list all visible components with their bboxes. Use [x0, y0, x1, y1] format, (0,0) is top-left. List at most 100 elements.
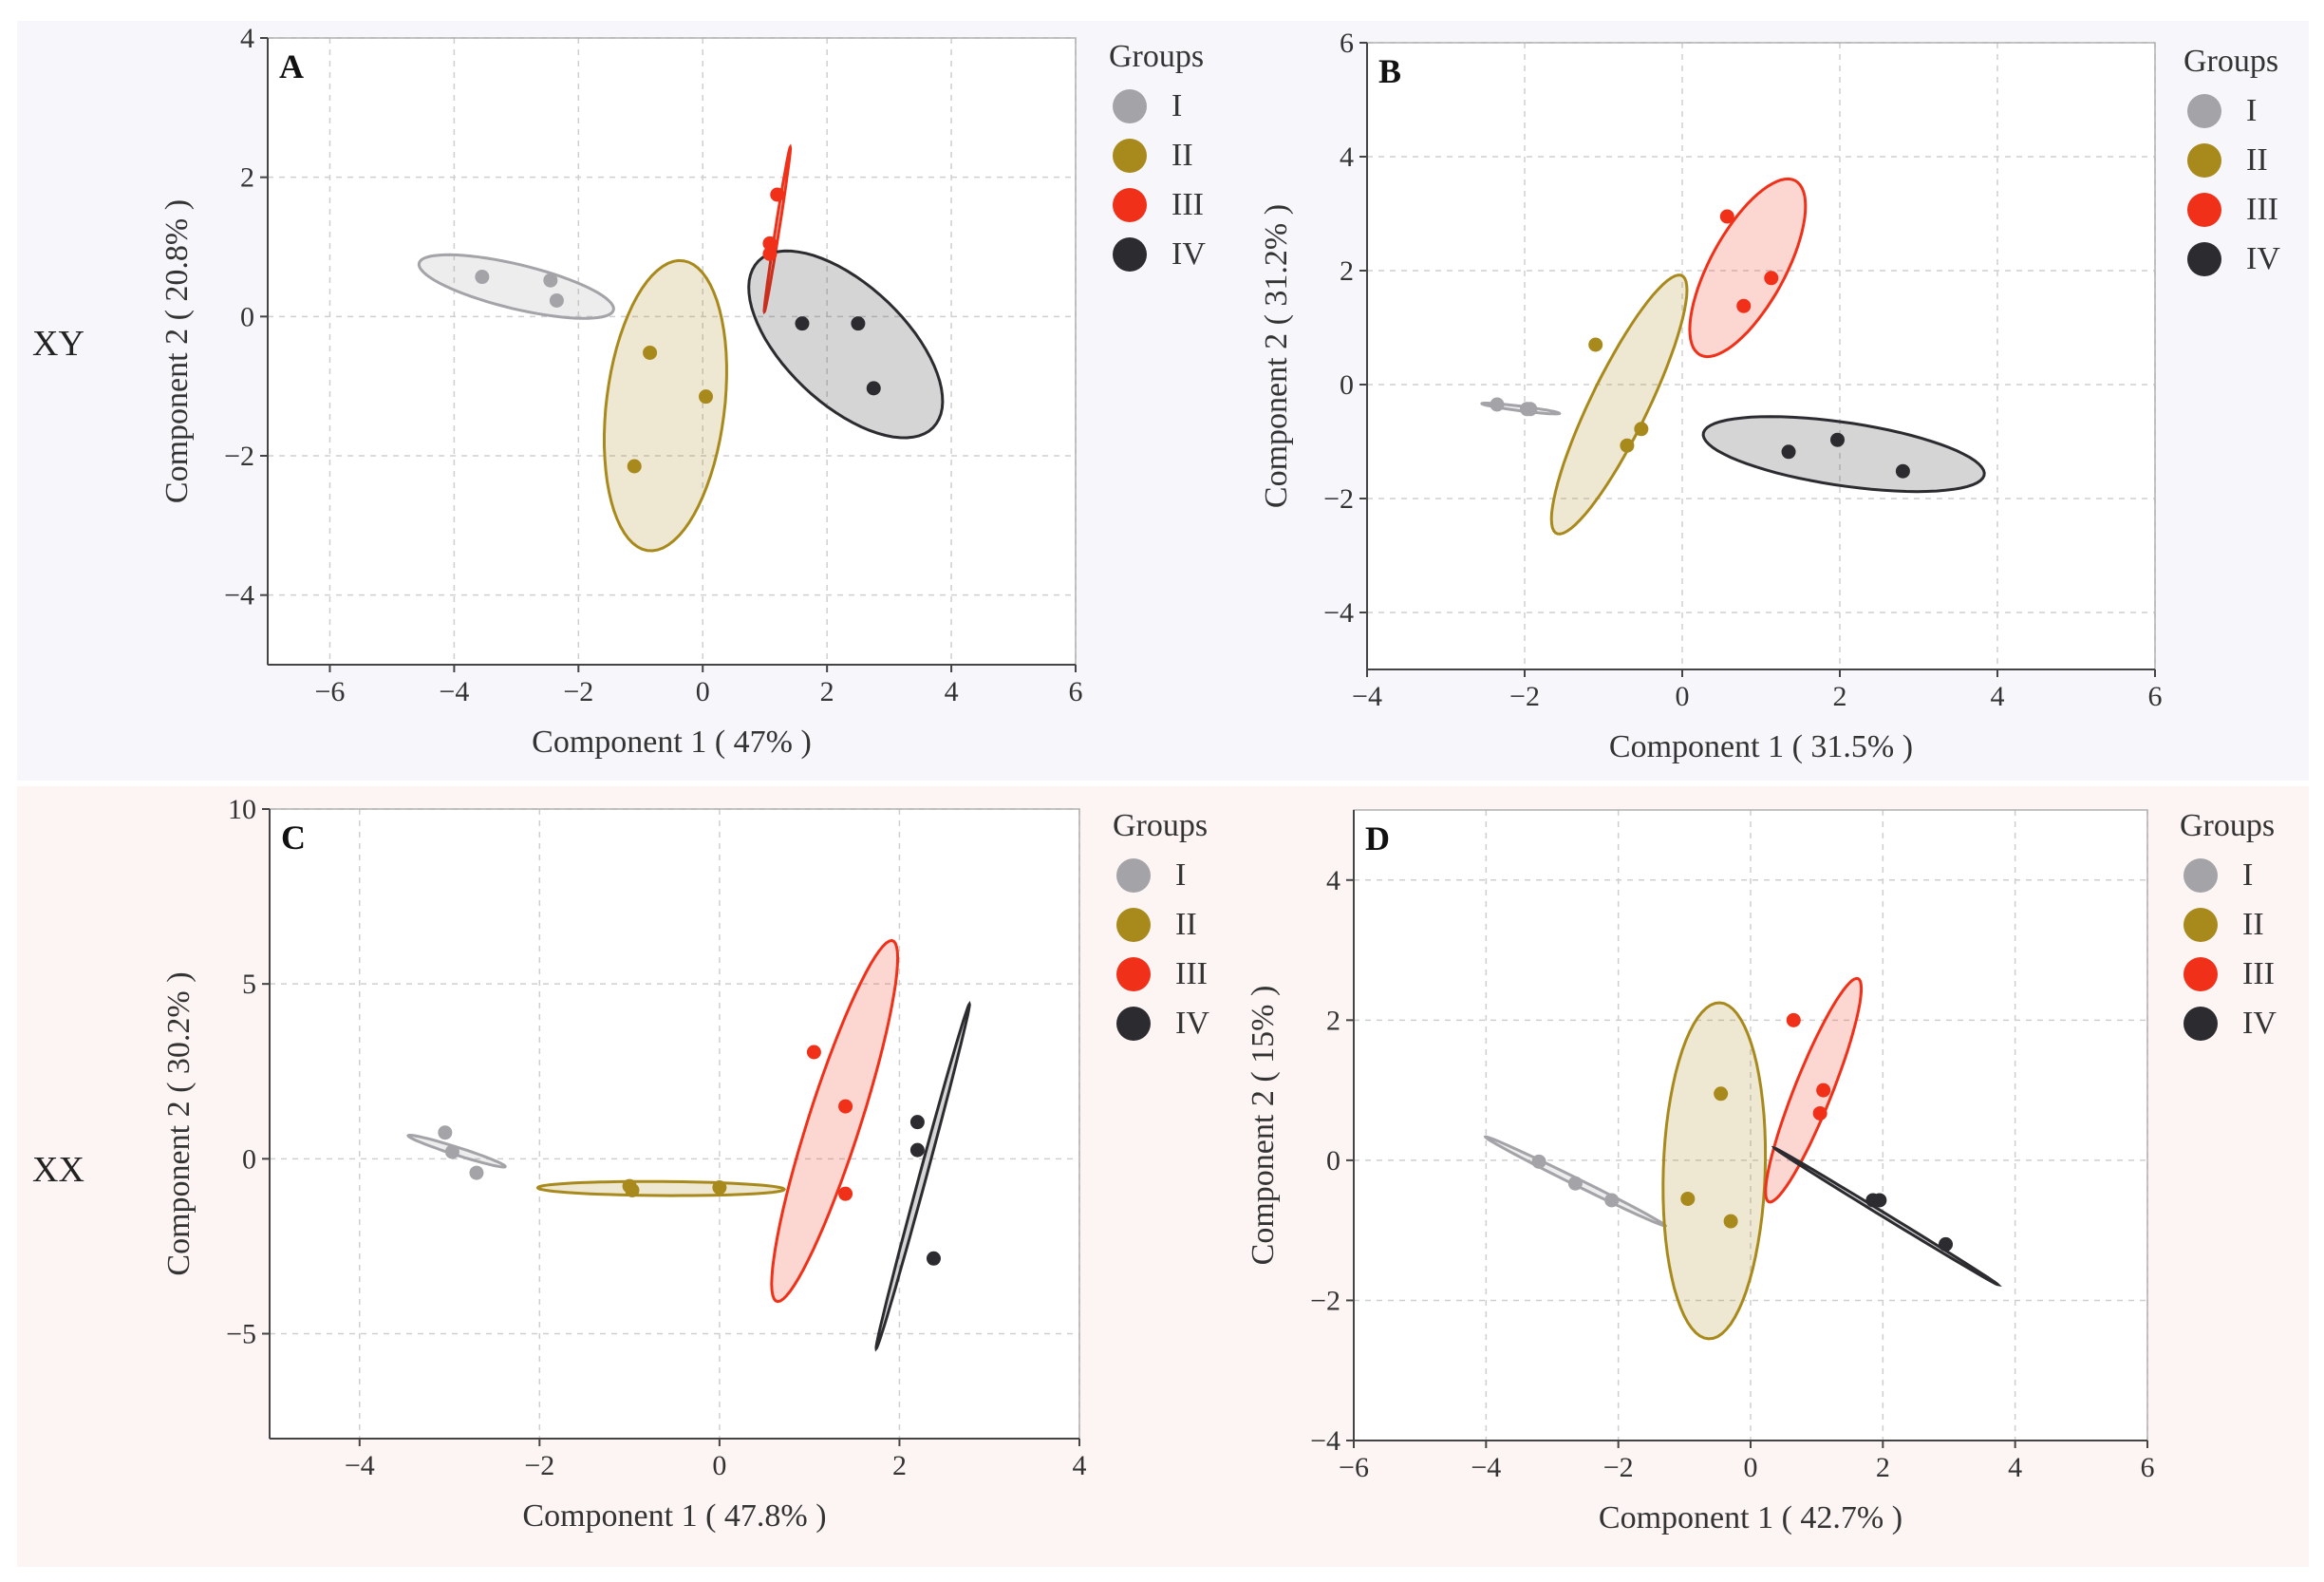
legend-label-iv: IV: [2246, 241, 2280, 276]
y-tick-label: 0: [242, 1143, 256, 1175]
legend-label-iv: IV: [2242, 1006, 2277, 1041]
x-tick-label: −4: [345, 1450, 375, 1481]
x-tick-label: −4: [1471, 1452, 1501, 1483]
confidence-ellipse-iii: [770, 938, 900, 1304]
data-point-ii: [712, 1180, 727, 1196]
legend-marker-i: [2187, 94, 2221, 128]
y-axis-label: Component 2 ( 15% ): [1246, 986, 1281, 1266]
data-point-ii: [625, 1182, 640, 1197]
data-point-ii: [1723, 1214, 1738, 1229]
legend-marker-ii: [2187, 143, 2221, 178]
x-tick-label: 2: [1833, 681, 1847, 712]
confidence-ellipse-iii: [1764, 976, 1864, 1204]
data-point-iv: [909, 1115, 925, 1130]
x-axis-label: Component 1 ( 47.8% ): [522, 1498, 826, 1534]
plot-area: [1367, 43, 2155, 669]
data-point-i: [438, 1125, 453, 1140]
legend-label-iii: III: [1175, 956, 1208, 991]
legend-marker-ii: [1116, 908, 1151, 942]
panel-a: −6 −4 −2 0 2 4 6 −4 −2 0 2 4 Component 1 ( 47% ) Comp…: [159, 23, 1206, 760]
panel-letter: C: [281, 819, 306, 857]
x-tick-label: −6: [1339, 1452, 1369, 1483]
data-point-iv: [926, 1251, 941, 1266]
legend-marker-iii: [2183, 957, 2218, 991]
data-point-iv: [866, 381, 881, 396]
confidence-ellipse-iv: [874, 1000, 971, 1352]
confidence-ellipse-ii: [1549, 273, 1689, 536]
legend-label-i: I: [1171, 88, 1182, 123]
confidence-ellipse-ii: [1661, 1001, 1768, 1341]
data-point-iv: [1939, 1236, 1954, 1252]
legend-label-iii: III: [1171, 187, 1204, 222]
legend-marker-iii: [2187, 193, 2221, 227]
confidence-ellipse-ii: [535, 1179, 786, 1197]
y-tick-label: 0: [240, 301, 254, 332]
confidence-ellipse-iv: [747, 249, 945, 440]
data-point-iii: [1719, 209, 1734, 224]
y-tick-label: 5: [242, 969, 256, 1000]
legend-marker-i: [2183, 858, 2218, 893]
confidence-ellipse-iii: [762, 143, 793, 315]
data-point-iii: [838, 1099, 853, 1114]
legend-label-iv: IV: [1171, 236, 1206, 272]
legend-label-i: I: [2246, 93, 2257, 128]
plot-area: [268, 38, 1076, 665]
data-point-i: [1531, 1154, 1546, 1169]
legend-label-ii: II: [1171, 138, 1193, 173]
data-point-i: [1604, 1193, 1620, 1208]
legend-marker-iv: [1113, 237, 1147, 272]
y-tick-label: 0: [1340, 369, 1354, 401]
data-point-ii: [1634, 422, 1649, 437]
data-point-iii: [1764, 271, 1779, 286]
legend-marker-i: [1116, 858, 1151, 893]
data-point-i: [469, 1165, 484, 1180]
legend-marker-ii: [1113, 139, 1147, 173]
legend-label-iii: III: [2246, 192, 2278, 227]
y-tick-label: 4: [1326, 865, 1340, 896]
legend-label-i: I: [1175, 857, 1186, 893]
x-tick-label: 2: [1876, 1452, 1890, 1483]
data-point-iv: [1830, 432, 1846, 447]
x-tick-label: −2: [1603, 1452, 1634, 1483]
data-point-i: [549, 292, 564, 308]
plot-area: [270, 809, 1079, 1439]
x-tick-label: 0: [1676, 681, 1690, 712]
x-tick-label: 4: [945, 676, 959, 707]
x-tick-label: 6: [2141, 1452, 2155, 1483]
x-tick-label: −6: [315, 676, 346, 707]
data-point-iv: [909, 1142, 925, 1158]
data-point-iii: [1786, 1012, 1801, 1027]
data-point-ii: [1588, 337, 1603, 352]
legend-label-i: I: [2242, 857, 2253, 893]
legend-label-iii: III: [2242, 956, 2275, 991]
x-tick-label: 4: [1073, 1450, 1087, 1481]
legend-label-ii: II: [1175, 907, 1197, 942]
data-point-iii: [1816, 1083, 1831, 1098]
y-tick-label: −4: [1310, 1425, 1340, 1457]
data-point-ii: [1680, 1191, 1696, 1206]
y-tick-label: 6: [1340, 28, 1354, 59]
x-tick-label: 0: [712, 1450, 726, 1481]
y-tick-label: 0: [1326, 1145, 1340, 1177]
y-tick-label: 10: [228, 794, 256, 825]
legend-label-ii: II: [2242, 907, 2264, 942]
x-tick-label: 4: [1991, 681, 2005, 712]
legend-marker-iv: [2183, 1007, 2218, 1041]
data-point-i: [444, 1144, 459, 1159]
y-tick-label: −4: [224, 580, 254, 612]
data-point-iii: [838, 1186, 853, 1201]
x-tick-label: −2: [1509, 681, 1540, 712]
data-point-iii: [806, 1045, 821, 1060]
data-point-iii: [762, 246, 778, 261]
row-label-xx: XX: [32, 1150, 84, 1190]
x-axis-label: Component 1 ( 42.7% ): [1599, 1500, 1902, 1535]
legend-marker-iii: [1116, 957, 1151, 991]
legend-title: Groups: [2180, 808, 2275, 843]
legend-title: Groups: [1113, 808, 1208, 843]
row-label-xy: XY: [32, 324, 84, 364]
data-point-iii: [1812, 1105, 1827, 1121]
confidence-ellipse-iii: [1688, 177, 1808, 359]
data-point-ii: [1714, 1086, 1729, 1102]
y-axis-label: Component 2 ( 30.2% ): [161, 971, 197, 1275]
